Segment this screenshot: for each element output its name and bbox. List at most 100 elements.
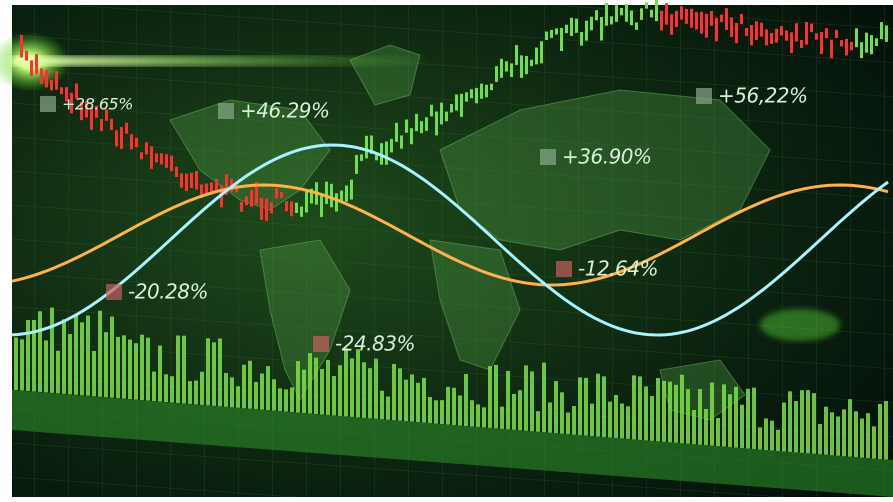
candle [155,153,158,163]
candle [455,94,458,111]
volume-bar [638,376,642,440]
volume-bar [302,369,306,414]
candle [790,32,793,54]
candle [40,68,43,85]
candle [625,4,628,22]
volume-bar [722,384,726,447]
candle [865,32,868,53]
volume-bar [440,400,444,425]
volume-bar [770,420,774,451]
candle [840,40,843,47]
candle [420,121,423,134]
volume-bar [14,337,18,390]
volume-bar [686,389,690,444]
candle [355,155,358,174]
candle [110,118,113,131]
volume-bar [254,382,258,410]
candle [730,17,733,37]
volume-bar [170,376,174,403]
candle [60,87,63,95]
volume-bar [272,379,276,411]
volume-bar [530,371,534,432]
candle [690,8,693,28]
volume-bar [596,373,600,437]
candle [435,111,438,136]
candle [525,55,528,75]
volume-bar [884,401,888,460]
label-marker [540,149,556,165]
volume-bar [518,390,522,431]
candle [30,60,33,76]
volume-bar [710,382,714,446]
light-beam [12,56,432,66]
candle [700,11,703,34]
volume-bar [176,335,180,403]
volume-bar [20,339,24,391]
candle [835,29,838,39]
volume-bar [140,334,144,401]
volume-bar [326,359,330,415]
candle [440,102,443,125]
candle [845,38,848,56]
candlesticks [20,0,888,221]
percent-label: -12.64% [578,257,658,281]
candle [765,29,768,46]
candle [445,111,448,122]
percent-label: +46.29% [240,99,330,123]
candle [640,8,643,20]
volume-bar [644,386,648,441]
volume-bar [182,335,186,404]
volume-bar [848,399,852,457]
candle [565,24,568,34]
candle [815,33,818,40]
candle [515,45,518,65]
volume-bar [656,378,660,442]
candle [175,166,178,178]
volume-bar [452,387,456,426]
candle [460,93,463,117]
volume-bar [224,372,228,407]
volume-bar [560,392,564,434]
candle [705,13,708,38]
candle [290,201,293,217]
candle [485,84,488,98]
volume-bar [200,371,204,405]
volume-bar [92,351,96,397]
volume-bar [458,395,462,426]
volume-bar [350,358,354,417]
volume-bar [62,319,66,394]
candle [385,141,388,165]
volume-bar [38,311,42,392]
candle [855,28,858,48]
volume-bar [158,345,162,402]
candle [665,3,668,25]
candle [860,42,863,59]
candle [205,183,208,195]
volume-bar [374,358,378,419]
volume-bar [764,418,768,450]
volume-bar [332,376,336,416]
candle [100,118,103,131]
cyan-wave [11,143,889,337]
candle [400,135,403,149]
percent-label: +56,22% [718,84,808,108]
volume-bar [554,381,558,434]
volume-bar [338,365,342,416]
candle [800,39,803,48]
candle [395,122,398,142]
label-marker [106,284,122,300]
volume-bar [248,360,252,409]
volume-bar [470,400,474,427]
candle [575,18,578,33]
volume-bar [428,397,432,424]
percent-label: -20.28% [128,280,208,304]
volume-bar [398,368,402,421]
volume-bar [308,353,312,414]
volume-bar [878,403,882,460]
volume-bar [110,316,114,398]
candle [615,4,618,22]
candle [285,201,288,212]
candle [660,10,663,31]
candle [785,30,788,41]
candle [120,127,123,149]
